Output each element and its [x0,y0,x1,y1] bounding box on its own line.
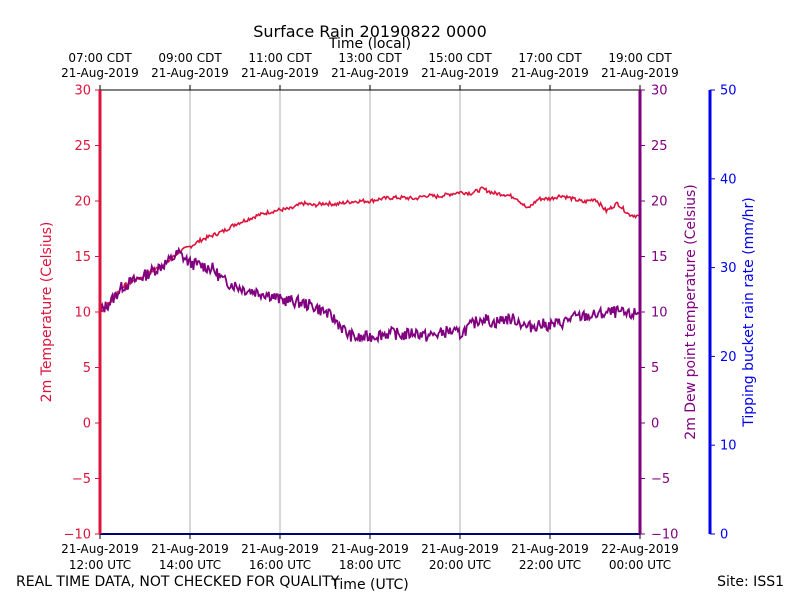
y-axis-left-label: 2m Temperature (Celsius) [39,222,55,403]
top-tick-date: 21-Aug-2019 [331,66,409,80]
left-tick-label: 0 [83,417,91,432]
left-tick-label: −10 [64,528,91,543]
bottom-tick-date: 21-Aug-2019 [241,542,319,556]
rain-tick-label: 50 [720,84,737,99]
bottom-tick-time: 20:00 UTC [429,558,491,572]
dewpoint-tick-label: 30 [651,84,668,99]
dewpoint-tick-label: 15 [651,250,668,265]
dewpoint-series-line [99,246,641,344]
top-tick-date: 21-Aug-2019 [61,66,139,80]
bottom-tick-time: 18:00 UTC [339,558,401,572]
left-tick-label: 20 [74,195,91,210]
rain-tick-label: 20 [720,350,737,365]
top-tick-date: 21-Aug-2019 [421,66,499,80]
quality-disclaimer: REAL TIME DATA, NOT CHECKED FOR QUALITY [16,574,340,590]
left-tick-label: 25 [74,139,91,154]
bottom-tick-date: 21-Aug-2019 [421,542,499,556]
top-axis-label: Time (local) [328,36,411,52]
top-tick-date: 21-Aug-2019 [151,66,229,80]
chart-title: Surface Rain 20190822 0000 [253,22,487,41]
left-tick-label: −5 [72,472,91,487]
dewpoint-tick-label: 10 [651,306,668,321]
top-tick-time: 15:00 CDT [428,51,492,65]
vertical-grid-lines [189,90,551,534]
site-label: Site: ISS1 [717,574,784,590]
top-tick-time: 19:00 CDT [608,51,672,65]
dewpoint-tick-label: 25 [651,139,668,154]
top-tick-time: 11:00 CDT [248,51,312,65]
dewpoint-tick-label: −10 [651,528,678,543]
bottom-tick-date: 22-Aug-2019 [601,542,679,556]
rain-tick-label: 0 [720,528,728,543]
bottom-axis-label: Time (UTC) [330,577,408,593]
rain-tick-label: 40 [720,172,737,187]
top-tick-time: 07:00 CDT [68,51,132,65]
bottom-tick-date: 21-Aug-2019 [61,542,139,556]
top-tick-time: 13:00 CDT [338,51,402,65]
bottom-tick-time: 00:00 UTC [609,558,671,572]
dewpoint-tick-label: 0 [651,417,659,432]
top-tick-time: 09:00 CDT [158,51,222,65]
left-tick-label: 30 [74,84,91,99]
axes [95,85,715,539]
left-tick-label: 10 [74,306,91,321]
tick-labels: −10 −5 0 5 10 15 20 25 30 −10 −5 0 5 10 15 20 25 30 0 10 20 3… [61,51,736,572]
top-tick-date: 21-Aug-2019 [241,66,319,80]
dewpoint-tick-label: 20 [651,195,668,210]
bottom-tick-date: 21-Aug-2019 [331,542,409,556]
left-tick-label: 5 [83,361,91,376]
bottom-tick-date: 21-Aug-2019 [151,542,229,556]
bottom-tick-date: 21-Aug-2019 [511,542,589,556]
top-tick-date: 21-Aug-2019 [601,66,679,80]
top-tick-date: 21-Aug-2019 [511,66,589,80]
y-axis-dewpoint-label: 2m Dew point temperature (Celsius) [683,184,699,439]
rain-tick-label: 30 [720,261,737,276]
rain-tick-label: 10 [720,439,737,454]
bottom-tick-time: 16:00 UTC [249,558,311,572]
dewpoint-tick-label: −5 [651,472,670,487]
top-tick-time: 17:00 CDT [518,51,582,65]
y-axis-rain-rate-label: Tipping bucket rain rate (mm/hr) [741,197,757,427]
bottom-tick-time: 12:00 UTC [69,558,131,572]
bottom-tick-time: 14:00 UTC [159,558,221,572]
left-tick-label: 15 [74,250,91,265]
dewpoint-tick-label: 5 [651,361,659,376]
temperature-series-line [99,186,641,313]
bottom-tick-time: 22:00 UTC [519,558,581,572]
